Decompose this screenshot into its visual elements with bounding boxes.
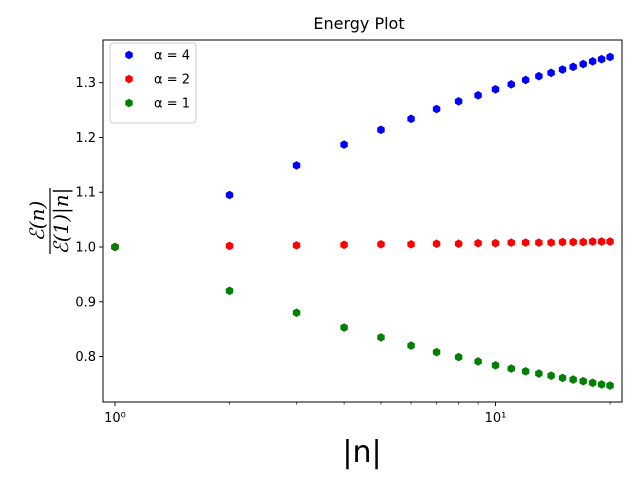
- data-point: [377, 125, 385, 135]
- series-1: [111, 52, 614, 252]
- data-point: [491, 84, 500, 94]
- data-point: [588, 57, 597, 66]
- data-point: [606, 237, 614, 246]
- data-point: [340, 323, 348, 332]
- axes-frame: [102, 39, 623, 403]
- data-point: [225, 286, 234, 296]
- data-point: [474, 91, 482, 100]
- data-point: [507, 364, 515, 373]
- x-tick-label: 10¹: [485, 411, 507, 426]
- data-point: [407, 239, 415, 249]
- data-point: [588, 237, 597, 246]
- data-point: [340, 140, 348, 149]
- y-tick-label: 0.8: [75, 350, 96, 365]
- data-point: [521, 75, 530, 85]
- data-point: [340, 240, 348, 250]
- data-point: [292, 161, 301, 170]
- data-point: [558, 373, 567, 383]
- data-point: [474, 238, 482, 248]
- data-point: [407, 341, 415, 350]
- legend-label: α = 4: [154, 49, 190, 64]
- data-point: [569, 62, 577, 72]
- data-point: [377, 333, 385, 342]
- data-point: [491, 361, 500, 370]
- data-point: [558, 65, 567, 74]
- plot-area: 10⁰ 10¹ 0.8 0.9 1.0 1.1 1.2 1.3 α = 4 α = 2 α = 1: [75, 39, 623, 426]
- legend: α = 4 α = 2 α = 1: [109, 42, 197, 124]
- data-point: [491, 238, 500, 248]
- data-point: [547, 371, 555, 381]
- series-3: [111, 242, 614, 390]
- data-point: [597, 380, 606, 389]
- data-point: [606, 52, 614, 62]
- data-point: [454, 239, 463, 249]
- data-point: [407, 114, 415, 124]
- data-point: [474, 357, 482, 366]
- data-point: [558, 237, 567, 247]
- y-axis-label-numerator: ℰ(n): [25, 201, 49, 242]
- data-point: [521, 238, 530, 247]
- data-point: [111, 242, 119, 252]
- y-tick-label: 0.9: [75, 295, 96, 310]
- data-point: [535, 238, 543, 247]
- data-point: [606, 381, 614, 390]
- data-point: [569, 375, 577, 384]
- x-tick-label: 10⁰: [104, 411, 126, 426]
- y-axis-label-denominator: ℰ(1)|n|: [49, 188, 74, 255]
- y-tick-label: 1.0: [75, 241, 96, 256]
- data-point: [579, 237, 587, 247]
- data-point: [521, 367, 530, 376]
- data-point: [547, 238, 555, 247]
- data-point: [454, 97, 463, 106]
- data-point: [535, 369, 543, 378]
- legend-label: α = 1: [154, 97, 190, 112]
- data-point: [432, 239, 441, 249]
- y-tick-label: 1.2: [75, 131, 96, 146]
- y-axis-label: ℰ(n) ℰ(1)|n|: [25, 188, 74, 255]
- legend-marker: [125, 74, 133, 84]
- data-point: [579, 59, 587, 69]
- data-point: [535, 71, 543, 81]
- data-point: [507, 80, 515, 89]
- data-point: [547, 68, 555, 78]
- data-point: [507, 238, 515, 247]
- data-point: [569, 237, 577, 247]
- data-point: [597, 54, 606, 64]
- chart-title: Energy Plot: [313, 14, 404, 33]
- data-point: [225, 241, 234, 251]
- data-point: [597, 237, 606, 246]
- data-point: [432, 104, 441, 114]
- data-point: [454, 352, 463, 362]
- y-tick-label: 1.1: [75, 186, 96, 201]
- y-tick-label: 1.3: [75, 76, 96, 91]
- data-point: [377, 239, 385, 249]
- legend-marker: [125, 50, 133, 60]
- x-axis-label: |n|: [342, 435, 381, 470]
- data-point: [292, 241, 301, 250]
- data-point: [225, 190, 234, 200]
- data-point: [292, 308, 301, 318]
- legend-label: α = 2: [154, 73, 190, 88]
- legend-marker: [125, 98, 133, 108]
- series-2: [111, 237, 614, 252]
- data-point: [588, 378, 597, 388]
- data-point: [432, 347, 441, 357]
- data-point: [579, 376, 587, 386]
